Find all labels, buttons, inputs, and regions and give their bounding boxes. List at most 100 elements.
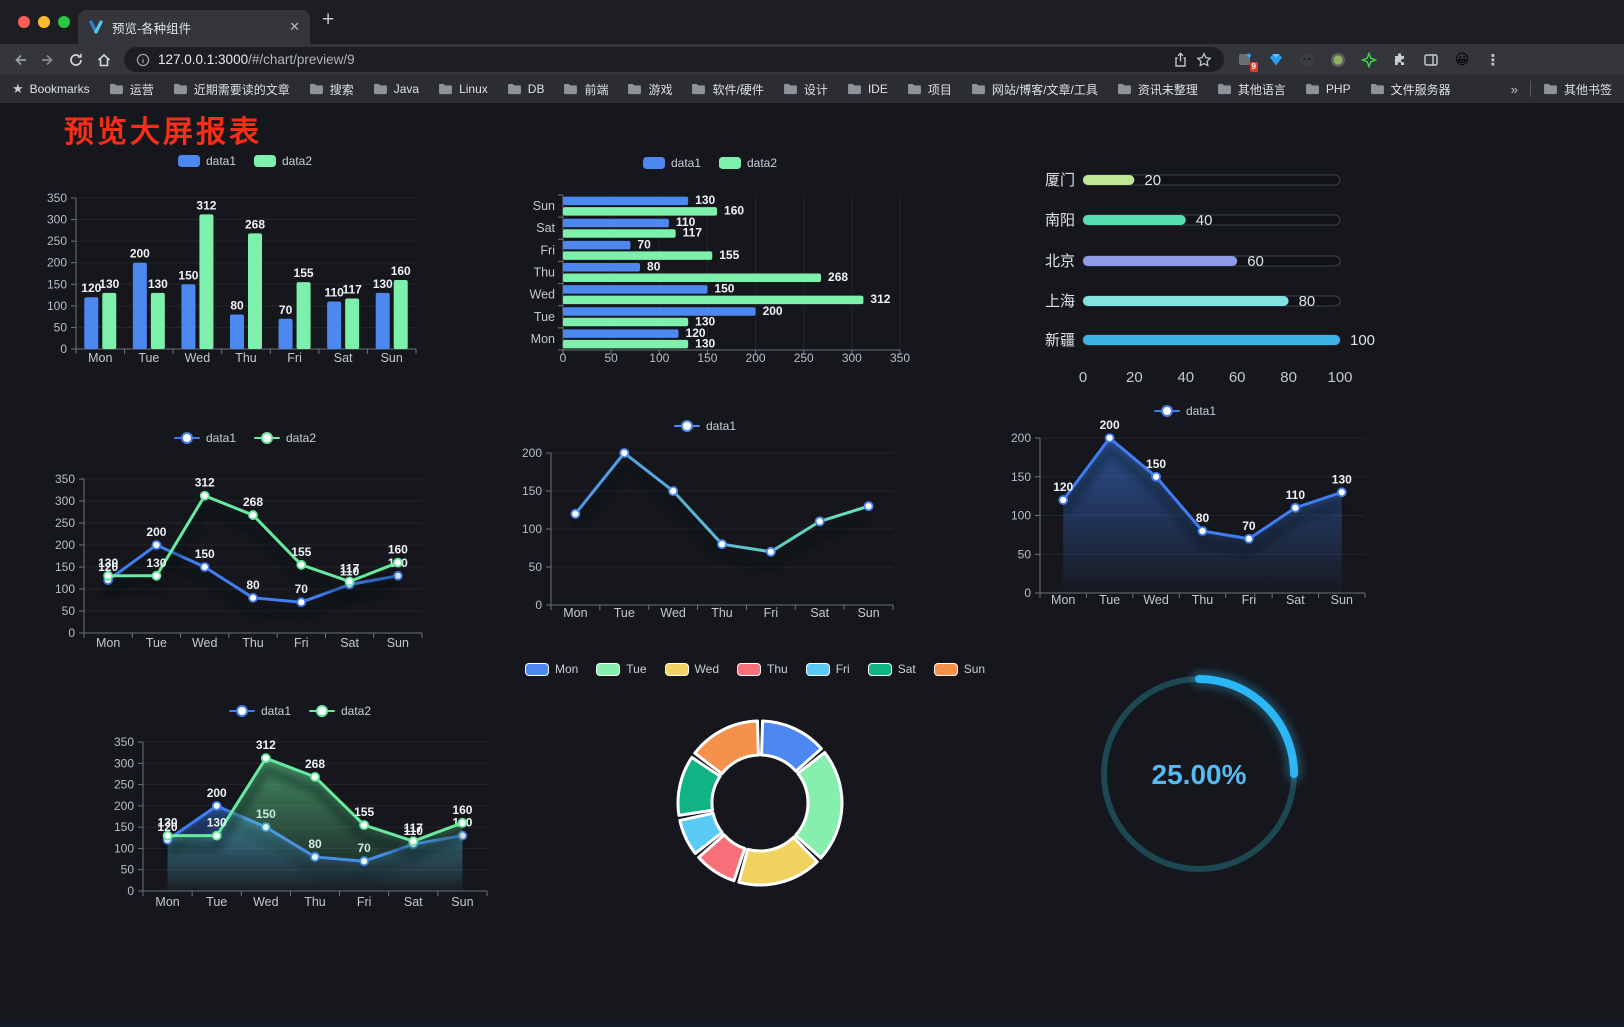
bookmarks-manager-button[interactable]: ★ Bookmarks [12,81,90,97]
legend-marker-icon [673,420,700,432]
legend-item[interactable]: data1 [1153,404,1216,418]
gem-extension-icon[interactable] [1267,51,1285,69]
folder-icon [173,83,187,95]
bookmark-item[interactable]: 搜索 [309,81,354,98]
bookmarks-overflow-chevron[interactable]: » [1510,81,1518,97]
home-button[interactable] [90,47,118,73]
svg-text:Thu: Thu [242,636,264,650]
bookmark-item[interactable]: 资讯未整理 [1117,81,1198,98]
svg-text:Wed: Wed [660,606,686,620]
legend-marker-icon [664,662,689,676]
bookmarks-right: » 其他书签 [1511,81,1612,98]
green-circle-extension-icon[interactable] [1329,51,1347,69]
legend-item[interactable]: Wed [664,662,719,676]
svg-text:130: 130 [695,314,715,328]
svg-text:100: 100 [1327,369,1352,386]
dark-circle-extension-icon[interactable] [1298,51,1316,69]
bookmark-item[interactable]: 游戏 [627,81,672,98]
legend-item[interactable]: data1 [177,154,236,168]
share-icon[interactable] [1173,51,1188,68]
bookmark-item[interactable]: 网站/博客/文章/工具 [971,81,1098,98]
new-tab-button[interactable]: + [322,8,335,31]
legend-item[interactable]: data1 [642,156,701,170]
window-close-button[interactable] [18,16,30,28]
bookmark-item[interactable]: 运营 [109,81,154,98]
extension-badge-icon[interactable]: 9 [1236,51,1258,72]
bookmark-star-icon[interactable] [1196,51,1212,68]
svg-text:155: 155 [294,266,314,280]
bookmark-item[interactable]: 项目 [907,81,952,98]
svg-text:Fri: Fri [287,351,302,365]
svg-text:0: 0 [127,884,134,898]
svg-text:110: 110 [340,565,360,579]
legend-item[interactable]: Fri [805,662,850,676]
svg-text:50: 50 [121,863,135,877]
city-progress-chart: 厦门 20 南阳 40 北京 60 上海 80 新疆 100 0 20 40 60 80 100 [985,155,1390,390]
svg-text:Sat: Sat [536,221,555,235]
bookmark-label: 网站/博客/文章/工具 [991,82,1098,97]
bookmark-item[interactable]: DB [507,81,544,98]
url-path: /#/chart/preview/9 [248,52,355,67]
bookmark-item[interactable]: 前端 [563,81,608,98]
folder-icon [907,83,921,95]
legend-label: data2 [747,156,778,170]
bookmark-item[interactable]: 其他语言 [1217,81,1286,98]
svg-text:Thu: Thu [304,895,326,909]
extensions-puzzle-icon[interactable] [1391,51,1409,69]
svg-text:40: 40 [1177,369,1194,386]
legend-item[interactable]: data2 [254,154,312,168]
svg-text:新疆: 新疆 [1045,332,1075,349]
legend-item[interactable]: data2 [254,431,316,445]
legend-item[interactable]: data2 [309,704,371,718]
profile-avatar[interactable]: 😀 [1454,51,1470,67]
window-zoom-button[interactable] [58,16,70,28]
back-button[interactable] [6,47,34,73]
window-minimize-button[interactable] [38,16,50,28]
tab-close-icon[interactable]: ✕ [289,19,300,34]
folder-icon [564,83,578,95]
legend-item[interactable]: Mon [524,662,578,676]
reload-button[interactable] [62,47,90,73]
green-star-extension-icon[interactable] [1360,51,1378,69]
forward-button[interactable] [34,47,62,73]
folder-icon [373,83,387,95]
svg-text:Sun: Sun [387,636,409,650]
side-panel-icon[interactable] [1422,51,1440,69]
bookmark-item[interactable]: 文件服务器 [1370,81,1451,98]
svg-text:50: 50 [54,320,68,334]
legend-item[interactable]: data1 [673,419,736,433]
svg-text:200: 200 [207,786,227,800]
svg-text:130: 130 [1332,472,1352,486]
site-info-icon[interactable] [136,53,150,67]
legend-marker-icon [805,662,830,676]
legend-item[interactable]: data2 [719,156,777,170]
bookmark-item[interactable]: 近期需要读的文章 [173,81,290,98]
bookmark-item[interactable]: PHP [1305,81,1351,98]
svg-text:Thu: Thu [533,266,555,280]
bookmark-item[interactable]: IDE [847,81,888,98]
address-bar[interactable]: 127.0.0.1:3000/#/chart/preview/9 [124,47,1224,72]
bookmarks-bar: ★ Bookmarks 运营 近期需要读的文章 搜索 Java Linux DB 前端 游戏 软… [0,75,1624,103]
legend-item[interactable]: Sun [933,662,985,676]
svg-text:155: 155 [354,805,374,819]
legend-item[interactable]: data1 [228,704,291,718]
bookmark-item[interactable]: 软件/硬件 [691,81,764,98]
legend-item[interactable]: Thu [737,662,788,676]
browser-menu-icon[interactable]: ⋮ [1485,51,1501,69]
svg-text:Wed: Wed [1143,593,1169,607]
browser-tab[interactable]: 预览-各种组件 ✕ [78,10,310,44]
svg-text:Sat: Sat [1286,593,1305,607]
donut-chart: Mon Tue Wed Thu Fri Sat Sun [524,660,985,898]
bookmark-item[interactable]: Java [373,81,419,98]
svg-text:Tue: Tue [146,636,167,650]
bookmark-item[interactable]: Linux [438,81,488,98]
svg-text:Sun: Sun [533,199,555,213]
legend-item[interactable]: Tue [596,662,647,676]
bookmark-item[interactable]: 设计 [783,81,828,98]
legend-item[interactable]: Sat [867,662,916,676]
legend-label: Tue [626,662,647,676]
other-bookmarks-label: 其他书签 [1563,82,1612,97]
svg-text:200: 200 [1100,418,1120,432]
other-bookmarks-button[interactable]: 其他书签 [1543,81,1612,98]
legend-item[interactable]: data1 [173,431,236,445]
